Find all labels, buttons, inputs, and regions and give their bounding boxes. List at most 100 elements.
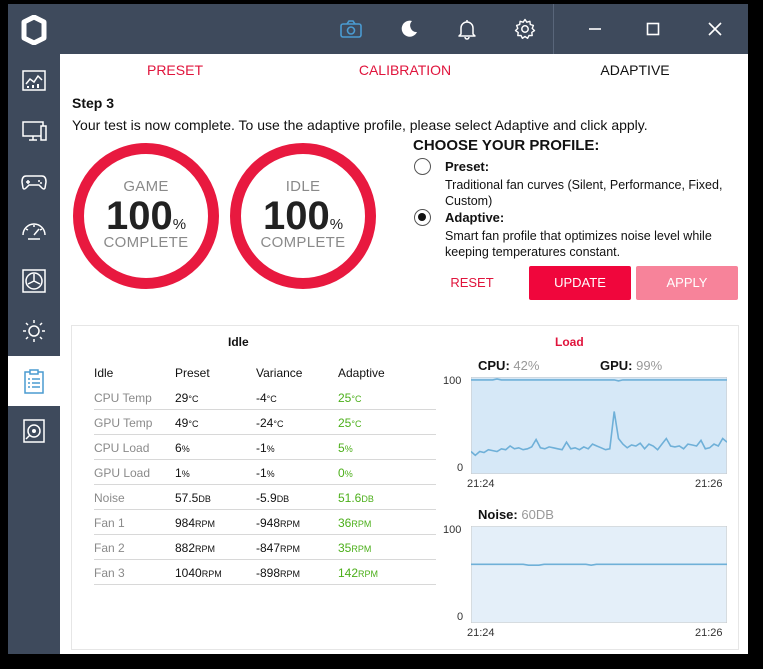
close-button[interactable] — [686, 4, 744, 54]
maximize-button[interactable] — [624, 4, 682, 54]
table-header-row: Idle Preset Variance Adaptive — [94, 360, 436, 385]
series-line-noise — [471, 563, 727, 567]
table-row: GPU Temp 49°C -24°C 25°C — [94, 410, 436, 435]
tab-preset[interactable]: PRESET — [146, 62, 203, 78]
table-row: Fan 2 882RPM -847RPM 35RPM — [94, 535, 436, 560]
table-row: CPU Temp 29°C -4°C 25°C — [94, 385, 436, 410]
header-cell: Preset — [175, 366, 210, 380]
y-tick: 100 — [443, 375, 462, 387]
update-button[interactable]: UPDATE — [529, 266, 631, 300]
cpu-label: CPU: 42% — [478, 358, 540, 373]
adaptive-option-desc: Smart fan profile that optimizes noise l… — [445, 229, 712, 259]
table-row: CPU Load 6% -1% 5% — [94, 435, 436, 460]
sidebar-item-audio[interactable] — [8, 406, 60, 456]
preset-cell: 882RPM — [175, 541, 216, 555]
ring-top-label: GAME — [123, 178, 169, 195]
gauge-icon — [22, 223, 46, 240]
y-tick: 0 — [457, 611, 464, 623]
adaptive-cell: 35RPM — [338, 541, 372, 555]
sidebar-item-performance[interactable] — [8, 206, 60, 256]
preset-cell: 29°C — [175, 391, 199, 405]
adaptive-cell: 25°C — [338, 391, 362, 405]
notifications-button[interactable] — [438, 4, 496, 54]
preset-option-title: Preset: — [445, 159, 490, 174]
x-tick: 21:24 — [467, 627, 495, 639]
idle-progress-ring: IDLE 100% COMPLETE — [230, 143, 376, 289]
sidebar-item-report[interactable] — [8, 356, 60, 406]
gear-icon — [514, 18, 536, 39]
adaptive-option-title: Adaptive: — [445, 210, 505, 225]
camera-icon — [340, 20, 362, 38]
table-row: GPU Load 1% -1% 0% — [94, 460, 436, 485]
close-icon — [708, 22, 722, 36]
results-panel: Idle Load Idle Preset Variance Adaptive … — [71, 325, 739, 650]
sidebar-item-fan[interactable] — [8, 256, 60, 306]
tab-calibration[interactable]: CALIBRATION — [358, 62, 452, 78]
adaptive-cell: 51.6DB — [338, 491, 374, 505]
apply-button[interactable]: APPLY — [636, 266, 738, 300]
sidebar-item-display[interactable] — [8, 106, 60, 156]
header-cell: Idle — [94, 366, 114, 380]
dark-mode-button[interactable] — [380, 4, 438, 54]
app-window: PRESET CALIBRATION ADAPTIVE Step 3 Your … — [8, 4, 748, 654]
sidebar — [8, 4, 60, 654]
row-label: GPU Load — [94, 466, 151, 480]
minimize-icon — [589, 28, 601, 30]
preset-cell: 1040RPM — [175, 566, 222, 580]
y-tick: 0 — [457, 462, 464, 474]
row-label: CPU Load — [94, 441, 150, 455]
noise-label: Noise: 60DB — [478, 507, 554, 522]
variance-cell: -948RPM — [256, 516, 301, 530]
titlebar-separator — [553, 4, 554, 54]
load-title: Load — [555, 335, 584, 349]
sidebar-item-lighting[interactable] — [8, 306, 60, 356]
results-table: Idle Preset Variance Adaptive CPU Temp 29… — [94, 360, 436, 585]
adaptive-radio[interactable] — [414, 209, 431, 226]
variance-cell: -4°C — [256, 391, 277, 405]
ring-bottom-label: COMPLETE — [103, 234, 189, 251]
x-tick: 21:24 — [467, 478, 495, 490]
adaptive-cell: 142RPM — [338, 566, 379, 580]
variance-cell: -24°C — [256, 416, 284, 430]
app-logo-icon[interactable] — [8, 4, 60, 56]
ring-value: 100% — [262, 194, 344, 238]
profile-heading: CHOOSE YOUR PROFILE: — [413, 137, 600, 154]
variance-cell: -847RPM — [256, 541, 301, 555]
sidebar-item-monitoring[interactable] — [8, 56, 60, 106]
row-label: Noise — [94, 491, 125, 505]
variance-cell: -5.9DB — [256, 491, 290, 505]
header-cell: Adaptive — [338, 366, 385, 380]
reset-button[interactable]: RESET — [450, 275, 494, 290]
monitoring-icon — [22, 70, 46, 91]
ring-value: 100% — [105, 194, 187, 238]
preset-cell: 57.5DB — [175, 491, 211, 505]
sidebar-item-gaming[interactable] — [8, 156, 60, 206]
step-description: Your test is now complete. To use the ad… — [72, 117, 648, 133]
title-bar — [60, 4, 748, 54]
row-label: GPU Temp — [94, 416, 153, 430]
tab-adaptive[interactable]: ADAPTIVE — [600, 62, 670, 78]
preset-radio[interactable] — [414, 158, 431, 175]
preset-cell: 49°C — [175, 416, 199, 430]
moon-icon — [401, 20, 417, 37]
adaptive-cell: 25°C — [338, 416, 362, 430]
adaptive-cell: 0% — [338, 466, 353, 480]
noise-value: 60DB — [521, 507, 554, 522]
x-tick: 21:26 — [695, 627, 723, 639]
fan-icon — [22, 269, 46, 293]
brightness-icon — [23, 320, 45, 342]
noise-chart — [471, 526, 727, 623]
table-row: Noise 57.5DB -5.9DB 51.6DB — [94, 485, 436, 510]
minimize-button[interactable] — [566, 4, 624, 54]
idle-title: Idle — [228, 335, 249, 349]
adaptive-cell: 36RPM — [338, 516, 372, 530]
chart-background — [471, 377, 727, 474]
screenshot-button[interactable] — [322, 4, 380, 54]
preset-option-desc: Traditional fan curves (Silent, Performa… — [445, 178, 723, 208]
variance-cell: -898RPM — [256, 566, 301, 580]
settings-button[interactable] — [496, 4, 554, 54]
step-title: Step 3 — [72, 95, 115, 111]
gamepad-icon — [21, 175, 47, 190]
cpu-value: 42% — [513, 358, 540, 373]
maximize-icon — [646, 22, 660, 36]
